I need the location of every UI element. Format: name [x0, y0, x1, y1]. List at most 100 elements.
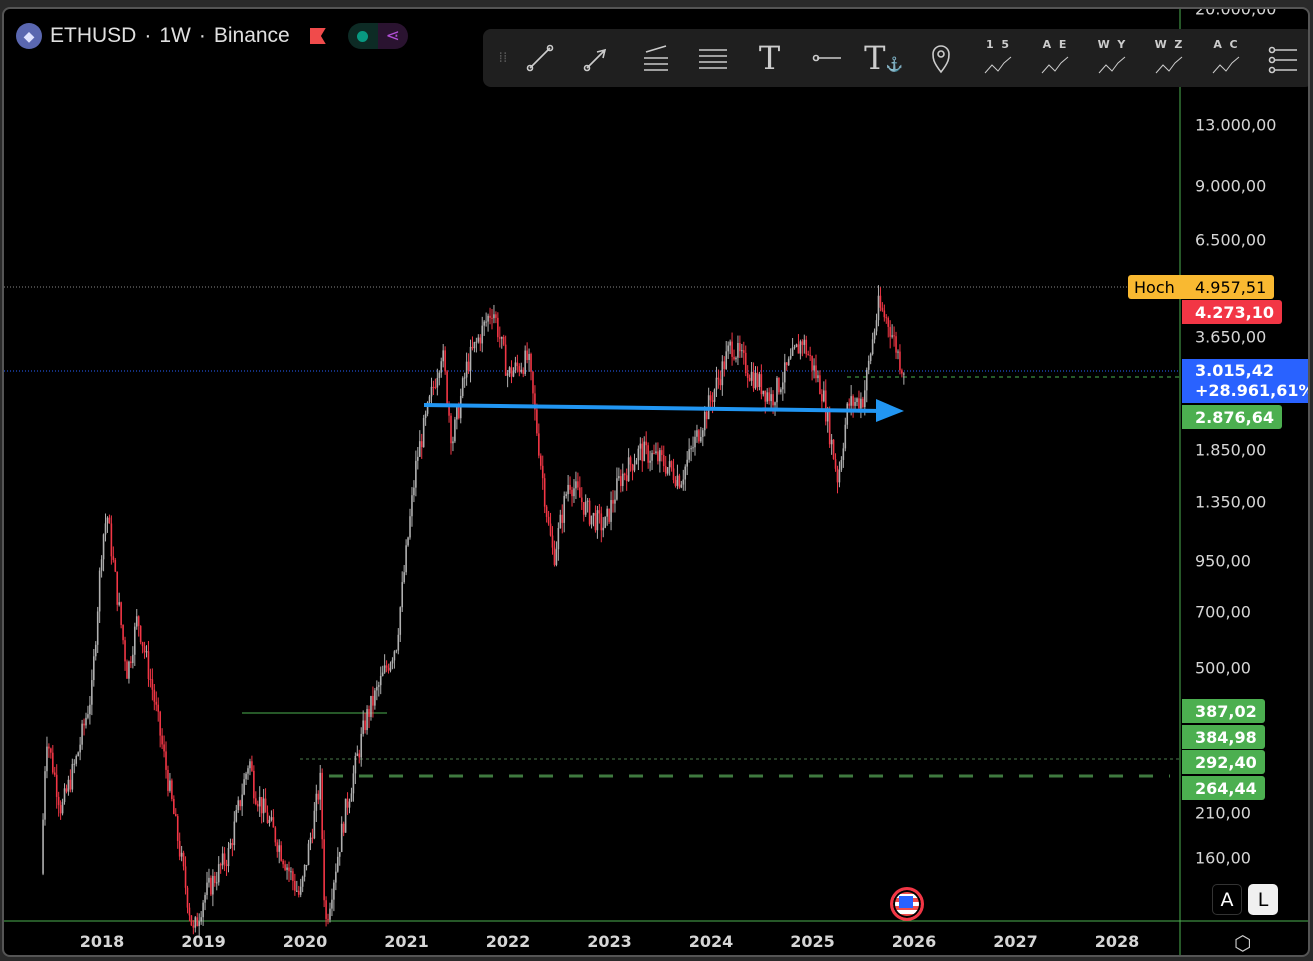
candle-body: [645, 441, 647, 446]
tool-pin-button[interactable]: [912, 29, 969, 87]
tool-wave-wz-button[interactable]: W Z: [1140, 29, 1197, 87]
settings-hexagon-icon[interactable]: ⬡: [1234, 931, 1252, 955]
event-us-flag-icon[interactable]: [890, 887, 924, 921]
candle-body: [676, 475, 679, 486]
candle-body: [770, 394, 772, 402]
tool-arrow-line-button[interactable]: [570, 29, 627, 87]
candle-body: [102, 534, 105, 560]
candle-body: [348, 801, 351, 808]
wave-label: W Z: [1154, 37, 1183, 51]
wave-wy-icon: [1098, 56, 1125, 73]
candle-body: [838, 469, 841, 483]
candle-body: [768, 392, 770, 402]
price-tag: 384,98: [1182, 725, 1265, 749]
wave-15-icon: [984, 56, 1011, 73]
candle-body: [358, 753, 361, 758]
log-scale-button[interactable]: L: [1248, 884, 1278, 915]
candle-body: [752, 371, 755, 389]
candle-body: [903, 373, 905, 375]
candle-body: [565, 494, 567, 496]
exchange[interactable]: Binance: [213, 24, 290, 47]
candle-body: [311, 837, 314, 839]
tool-wave-15-button[interactable]: 1 5: [969, 29, 1026, 87]
interval[interactable]: 1W: [159, 24, 191, 47]
price-tag: 4.957,51: [1182, 275, 1275, 299]
candle-body: [461, 378, 464, 396]
candle-body: [635, 460, 638, 465]
candle-body: [860, 398, 862, 409]
candle-body: [133, 626, 136, 655]
candle-body: [89, 704, 91, 715]
tool-pitchfork-button[interactable]: [1254, 29, 1308, 87]
candle-body: [672, 468, 675, 481]
candle-body: [803, 339, 806, 345]
candle-body: [764, 390, 767, 402]
candle-body: [821, 394, 823, 402]
price-label: 6.500,00: [1195, 230, 1267, 250]
tool-wave-ae-button[interactable]: A E: [1026, 29, 1083, 87]
candle-body: [169, 780, 171, 791]
candle-body: [98, 570, 101, 612]
candle-body: [467, 361, 470, 371]
candle-body: [551, 535, 554, 548]
candle-body: [815, 365, 817, 379]
wave-wz-icon: [1155, 56, 1182, 73]
tool-trend-line-button[interactable]: [513, 29, 570, 87]
candle-body: [422, 417, 425, 448]
candle-body: [159, 711, 161, 736]
status-pill[interactable]: ⋖: [347, 23, 408, 49]
candle-body: [83, 723, 85, 726]
auto-scale-button[interactable]: A: [1212, 884, 1242, 915]
candle-body: [395, 650, 398, 652]
candle-body: [415, 460, 417, 488]
candle-body: [664, 466, 667, 474]
candle-body: [450, 415, 452, 444]
price-tag: 264,44: [1182, 776, 1265, 800]
candle-body: [223, 853, 226, 865]
price-change-percent: +28.961,61%: [1195, 381, 1310, 400]
tool-wave-ac-button[interactable]: A C: [1197, 29, 1254, 87]
candle-body: [260, 796, 263, 814]
candle-body: [737, 342, 739, 358]
price-label: 700,00: [1195, 602, 1251, 622]
candle-body: [569, 484, 571, 490]
candle-body: [627, 457, 630, 482]
time-label: 2018: [79, 932, 125, 951]
tool-text-button[interactable]: T: [741, 29, 798, 87]
candle-body: [329, 908, 331, 920]
candle-body: [725, 351, 728, 369]
candle-body: [253, 770, 255, 799]
candle-body: [475, 341, 478, 343]
candle-body: [500, 336, 503, 339]
candle-body: [463, 377, 466, 379]
candle-body: [256, 804, 259, 807]
tool-parallel-lines-button[interactable]: [684, 29, 741, 87]
candle-body: [239, 800, 241, 807]
flag-icon[interactable]: [309, 28, 326, 44]
tool-horizontal-ray-button[interactable]: [798, 29, 855, 87]
candle-body: [161, 735, 163, 745]
tool-wave-wy-button[interactable]: W Y: [1083, 29, 1140, 87]
candle-body: [823, 390, 825, 402]
candle-body: [844, 424, 847, 449]
candle-body: [397, 634, 400, 651]
candle-body: [895, 336, 897, 353]
symbol-name[interactable]: ETHUSD: [50, 24, 137, 47]
candle-body: [135, 616, 138, 627]
candle-body: [655, 451, 657, 454]
candle-body: [108, 517, 111, 524]
candle-body: [510, 367, 513, 377]
candle-body: [557, 527, 560, 550]
candle-body: [538, 433, 540, 456]
candle-body: [499, 337, 501, 339]
candle-body: [778, 377, 780, 393]
candle-body: [836, 468, 839, 483]
tool-anchored-text-button[interactable]: T⚓: [855, 29, 912, 87]
tool-fib-retracement-button[interactable]: [627, 29, 684, 87]
candle-body: [204, 895, 206, 903]
chart-canvas[interactable]: [4, 9, 1310, 957]
candle-body: [438, 372, 441, 378]
candle-body: [483, 321, 485, 326]
drag-handle-icon[interactable]: ⁞⁞: [498, 50, 508, 66]
candle-body: [573, 488, 575, 497]
